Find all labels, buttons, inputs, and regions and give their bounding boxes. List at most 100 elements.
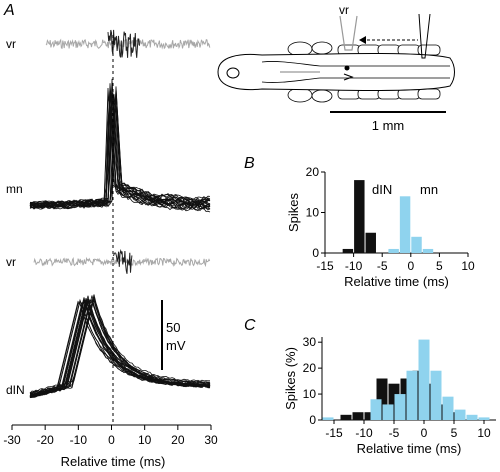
bar-din	[388, 383, 400, 420]
din-trace	[29, 299, 211, 394]
bar-mn	[382, 404, 394, 420]
vr-electrode	[339, 15, 358, 51]
bar-din	[448, 412, 460, 420]
mn-trace	[29, 86, 210, 209]
panel-c-letter: C	[244, 317, 256, 334]
bar-mn	[406, 370, 418, 420]
bar-din	[364, 412, 376, 420]
vr-trace-top	[45, 29, 211, 58]
panel-a-x-tick-label: -20	[36, 433, 54, 447]
bar-mn	[466, 414, 478, 420]
tadpole-body	[217, 52, 455, 92]
bar-mn	[388, 248, 399, 253]
bar-mn	[322, 417, 334, 420]
panel-a-x-tick-label: -30	[3, 433, 21, 447]
x-tick-label: 5	[451, 426, 458, 440]
bar-mn	[370, 399, 382, 420]
spinal-cord	[261, 61, 450, 83]
bar-mn	[418, 339, 430, 420]
x-axis-label: Relative time (ms)	[344, 274, 449, 289]
din-traces	[29, 294, 211, 399]
x-tick-label: 0	[407, 259, 414, 273]
y-tick-label: 10	[303, 387, 317, 401]
din-trace	[29, 300, 211, 397]
y-tick-label: 20	[306, 165, 320, 179]
bar-din	[352, 412, 364, 420]
myotomes	[287, 41, 441, 103]
panel-a-time-axis: -30 -20 -10 0 10 20 30 Relative time (ms)	[3, 424, 218, 469]
panel-a-x-tick-label: 30	[204, 433, 218, 447]
x-tick-label: 0	[421, 426, 428, 440]
x-tick-label: 5	[436, 259, 443, 273]
chart-c: -15 -10 -5 0 5 10 0 10 20 30 Relative time (ms) Spi…	[283, 335, 496, 456]
bar-mn	[399, 196, 411, 253]
mn-traces	[29, 78, 211, 213]
scale-bar-value: 50	[166, 320, 180, 335]
bar-mn	[442, 396, 454, 420]
recording-site-arrow	[343, 73, 354, 81]
bar-din	[340, 414, 352, 420]
x-tick-label: -15	[316, 259, 334, 273]
trace-label-vr-bottom: vr	[6, 255, 16, 269]
tadpole-eye	[226, 67, 240, 79]
recording-site-dot	[344, 65, 350, 71]
y-tick-label: 20	[303, 361, 317, 375]
scale-bar-unit: mV	[166, 338, 186, 353]
diagram-vr-label: vr	[339, 3, 349, 17]
panel-a-letter: A	[3, 2, 15, 19]
trace-label-din: dIN	[6, 383, 25, 397]
bar-din	[342, 248, 354, 253]
panel-a-x-tick-label: 10	[138, 433, 152, 447]
din-trace	[29, 297, 211, 395]
bar-din	[412, 370, 424, 420]
bar-mn	[454, 409, 466, 420]
bar-din	[436, 404, 448, 420]
panel-a-x-label: Relative time (ms)	[61, 454, 166, 469]
bar-mn	[422, 248, 434, 253]
chart-b: -15 -10 -5 0 5 10 0 10 20 Relative time (ms) Spike…	[286, 165, 475, 289]
vr-trace-bottom	[33, 248, 211, 274]
din-trace	[29, 297, 211, 399]
bar-mn	[394, 394, 406, 420]
legend-mn: mn	[420, 182, 438, 197]
panel-b-letter: B	[244, 155, 255, 172]
bar-din	[354, 180, 365, 253]
y-tick-label: 30	[303, 335, 317, 349]
x-tick-label: 10	[461, 259, 475, 273]
bar-din	[400, 378, 412, 420]
y-axis-label: Spikes (%)	[283, 347, 298, 410]
bar-mn	[430, 370, 442, 420]
bar-mn	[478, 417, 490, 420]
diagram-scale-label: 1 mm	[372, 118, 405, 133]
x-tick-label: 10	[477, 426, 491, 440]
tadpole-diagram: vr 1 mm	[217, 3, 455, 133]
din-trace	[30, 298, 211, 395]
bar-mn	[411, 236, 422, 253]
x-tick-label: -5	[389, 426, 400, 440]
legend-din: dIN	[372, 182, 392, 197]
trace-label-vr-top: vr	[6, 37, 16, 51]
bar-din	[365, 232, 376, 253]
microelectrode	[418, 13, 431, 59]
y-tick-label: 10	[306, 206, 320, 220]
bar-din	[376, 378, 388, 420]
x-tick-label: -10	[345, 259, 363, 273]
x-tick-label: -15	[325, 426, 343, 440]
y-tick-label: 0	[309, 413, 316, 427]
din-trace	[29, 298, 211, 397]
x-axis-label: Relative time (ms)	[357, 441, 462, 456]
panel-a-x-tick-label: -10	[70, 433, 88, 447]
trace-label-mn: mn	[6, 182, 23, 196]
bar-din	[424, 383, 436, 420]
mn-trace	[29, 94, 211, 213]
x-tick-label: -10	[355, 426, 373, 440]
panel-a-x-tick-label: 20	[171, 433, 185, 447]
mn-trace	[29, 88, 211, 212]
x-tick-label: -5	[377, 259, 388, 273]
mn-trace	[29, 96, 211, 207]
panel-a-x-tick-label: 0	[108, 433, 115, 447]
dashed-arrow-head	[359, 36, 366, 44]
y-axis-label: Spikes	[286, 192, 301, 232]
y-tick-label: 0	[312, 246, 319, 260]
